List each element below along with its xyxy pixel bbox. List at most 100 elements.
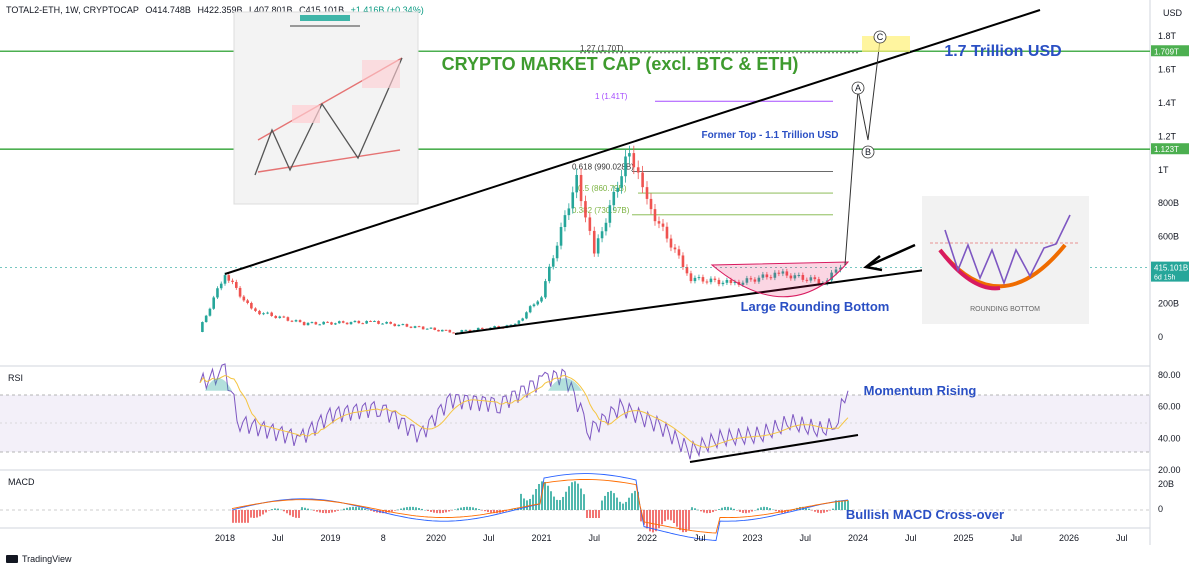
price-candle bbox=[409, 326, 413, 328]
macd-histogram-bar bbox=[460, 507, 462, 510]
price-candle bbox=[765, 274, 769, 278]
macd-histogram-bar bbox=[664, 510, 666, 522]
macd-histogram-bar bbox=[607, 491, 609, 510]
rsi-line bbox=[199, 363, 849, 460]
macd-histogram-bar bbox=[310, 509, 312, 511]
price-candle bbox=[201, 322, 204, 332]
macd-histogram-bar bbox=[571, 482, 573, 510]
macd-histogram-bar bbox=[601, 500, 603, 510]
price-candle bbox=[353, 320, 357, 323]
price-candle bbox=[227, 275, 231, 281]
macd-histogram-bar bbox=[826, 510, 828, 512]
macd-histogram-bar bbox=[547, 485, 549, 510]
macd-histogram-bar bbox=[253, 510, 255, 518]
macd-histogram-bar bbox=[811, 510, 813, 511]
price-candle bbox=[600, 231, 604, 239]
macd-histogram-bar bbox=[286, 510, 288, 514]
price-candle bbox=[254, 308, 257, 311]
macd-histogram-bar bbox=[493, 510, 495, 514]
price-candle bbox=[693, 277, 697, 282]
symbol-name[interactable]: TOTAL2-ETH, 1W, CRYPTOCAP bbox=[6, 5, 139, 15]
macd-histogram-bar bbox=[742, 510, 744, 513]
price-candle bbox=[223, 275, 227, 284]
price-candle bbox=[777, 272, 781, 274]
macd-histogram-bar bbox=[751, 510, 753, 512]
inset-curve-left bbox=[938, 248, 1001, 291]
price-candle bbox=[769, 277, 773, 279]
time-axis-tick: 8 bbox=[381, 533, 386, 543]
price-candle bbox=[636, 167, 640, 173]
price-candle bbox=[493, 326, 496, 328]
macd-histogram-bar bbox=[514, 508, 516, 510]
macd-histogram-bar bbox=[775, 510, 777, 512]
price-candle bbox=[773, 272, 777, 278]
inset-expanding-diagonal[interactable] bbox=[233, 11, 419, 205]
macd-histogram-bar bbox=[760, 507, 762, 510]
macd-histogram-bar bbox=[520, 493, 522, 510]
ohlc-change: +1.416B (+0.34%) bbox=[350, 5, 424, 15]
macd-histogram-bar bbox=[640, 510, 642, 522]
price-candle bbox=[661, 223, 665, 227]
price-candle bbox=[286, 317, 290, 321]
macd-histogram-bar bbox=[451, 510, 453, 511]
price-candle bbox=[649, 198, 653, 210]
macd-pane-label[interactable]: MACD bbox=[8, 477, 35, 487]
price-candle bbox=[238, 287, 242, 297]
momentum-annotation: Momentum Rising bbox=[864, 383, 977, 398]
price-candle bbox=[318, 324, 322, 326]
macd-axis-tick: 0 bbox=[1158, 504, 1163, 514]
inset-rounding-bottom[interactable]: ROUNDING BOTTOM bbox=[922, 196, 1089, 324]
inset-subtitle-bar bbox=[290, 25, 360, 27]
price-candle bbox=[567, 208, 571, 216]
macd-histogram-bar bbox=[637, 491, 639, 510]
macd-histogram-bar bbox=[340, 509, 342, 511]
price-candle bbox=[733, 281, 737, 284]
price-candle bbox=[401, 324, 405, 326]
price-candle bbox=[725, 279, 729, 283]
price-candle bbox=[713, 278, 717, 280]
rsi-pane-label[interactable]: RSI bbox=[8, 373, 24, 383]
macd-histogram-bar bbox=[583, 494, 585, 510]
time-axis-tick: 2024 bbox=[848, 533, 868, 543]
fib-label: 1.27 (1.70T) bbox=[580, 44, 624, 53]
price-candle bbox=[669, 238, 673, 248]
macd-histogram-bar bbox=[232, 510, 234, 523]
macd-histogram-bar bbox=[271, 509, 273, 510]
macd-histogram-bar bbox=[682, 510, 684, 533]
price-candle bbox=[266, 312, 269, 314]
macd-histogram-bar bbox=[784, 510, 786, 514]
macd-histogram-bar bbox=[643, 510, 645, 525]
macd-histogram-bar bbox=[358, 507, 360, 510]
macd-histogram-bar bbox=[562, 496, 564, 510]
macd-histogram-bar bbox=[622, 503, 624, 510]
price-candle bbox=[509, 324, 513, 326]
symbol-header: TOTAL2-ETH, 1W, CRYPTOCAP O414.748B H422… bbox=[6, 5, 428, 15]
time-axis-tick: 2023 bbox=[742, 533, 762, 543]
price-candle bbox=[250, 302, 253, 309]
macd-histogram-bar bbox=[604, 495, 606, 510]
price-candle bbox=[278, 316, 282, 319]
time-axis-tick: Jul bbox=[483, 533, 495, 543]
macd-histogram-bar bbox=[736, 510, 738, 511]
macd-histogram-bar bbox=[616, 497, 618, 510]
price-candle bbox=[839, 267, 842, 270]
price-candle bbox=[741, 282, 745, 285]
price-candle bbox=[525, 312, 528, 319]
currency-label[interactable]: USD bbox=[1162, 8, 1182, 18]
price-candle bbox=[632, 153, 636, 168]
macd-histogram-bar bbox=[364, 508, 366, 510]
macd-histogram-bar bbox=[685, 510, 687, 533]
macd-histogram-bar bbox=[559, 500, 561, 510]
tradingview-logo[interactable]: TradingView bbox=[6, 554, 72, 564]
macd-histogram-bar bbox=[706, 510, 708, 514]
price-candle bbox=[721, 282, 725, 285]
macd-histogram-bar bbox=[595, 510, 597, 518]
price-candle bbox=[349, 322, 353, 325]
target-price-tag-bg bbox=[1151, 45, 1189, 57]
macd-annotation: Bullish MACD Cross-over bbox=[846, 507, 1004, 522]
ohlc-high: H422.359B bbox=[197, 5, 243, 15]
price-candle bbox=[389, 321, 392, 324]
price-candle bbox=[624, 156, 627, 177]
macd-histogram-bar bbox=[757, 508, 759, 510]
